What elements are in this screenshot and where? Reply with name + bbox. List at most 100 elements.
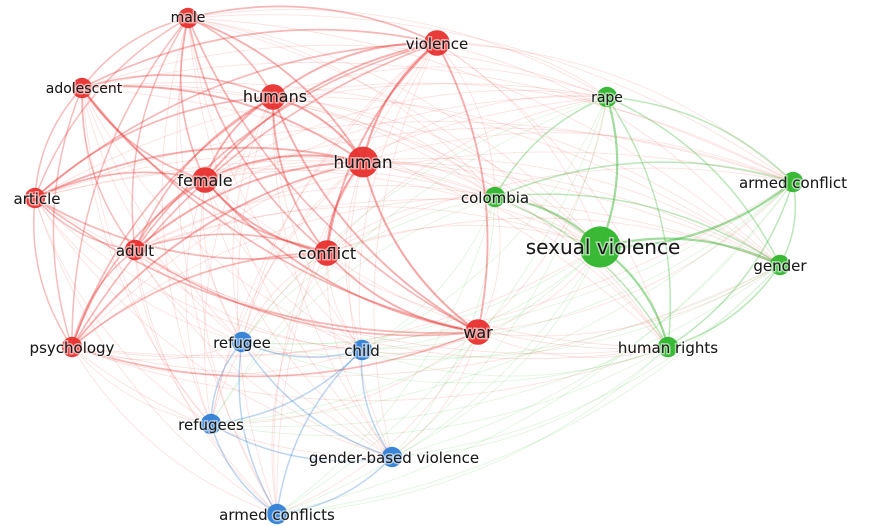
edge-human-rights-refugees <box>210 346 669 437</box>
edge-adult-sexual-violence <box>134 206 601 251</box>
edge-armed-conflict-colombia <box>494 161 794 198</box>
edge-violence-conflict <box>326 42 438 254</box>
edge-female-rape <box>204 90 608 181</box>
edge-male-armed-conflicts <box>176 17 278 515</box>
node-label-halo-armed-conflict: armed conflict <box>739 174 847 192</box>
edge-conflict-refugee <box>241 252 328 343</box>
edge-armed-conflict-sexual-violence <box>599 181 794 249</box>
edge-adolescent-conflict <box>81 87 328 254</box>
edge-female-human-rights <box>204 179 669 348</box>
node-refugees[interactable] <box>200 413 222 435</box>
node-refugee[interactable] <box>231 331 253 353</box>
edge-violence-psychology <box>71 42 438 348</box>
edge-female-conflict <box>204 179 328 254</box>
node-label-human-rights: human rights <box>618 339 718 357</box>
node-adolescent[interactable] <box>71 77 93 99</box>
node-adult[interactable] <box>124 239 146 261</box>
edge-adult-conflict <box>134 233 328 254</box>
node-human-rights[interactable] <box>657 336 679 358</box>
node-male[interactable] <box>177 7 199 29</box>
edge-psychology-child <box>71 346 363 376</box>
edge-refugees-gender-based-violence <box>210 423 393 462</box>
edge-article-war <box>34 197 479 334</box>
node-armed-conflicts[interactable] <box>266 503 288 525</box>
node-label-adult: adult <box>116 242 154 260</box>
node-colombia[interactable] <box>484 186 506 208</box>
edge-violence-adolescent <box>81 28 438 89</box>
edge-adult-refugee <box>134 249 243 343</box>
edge-violence-sexual-violence <box>436 42 601 248</box>
node-gender[interactable] <box>769 254 791 276</box>
node-psychology[interactable] <box>61 336 83 358</box>
node-label-halo-male: male <box>171 10 206 26</box>
edge-adolescent-refugees <box>81 87 212 425</box>
node-child[interactable] <box>351 339 373 361</box>
labels-layer: malemaleviolenceviolenceadolescentadoles… <box>12 9 849 526</box>
edge-humans-adult <box>134 96 274 251</box>
edge-adult-rape <box>134 96 608 251</box>
node-female[interactable] <box>192 167 218 193</box>
node-label-human: human <box>333 153 392 173</box>
node-armed-conflict[interactable] <box>782 171 804 193</box>
node-article[interactable] <box>24 187 46 209</box>
edge-male-conflict <box>187 17 328 254</box>
edge-male-article <box>34 17 189 199</box>
node-war[interactable] <box>465 319 491 345</box>
node-label-halo-child: child <box>344 342 380 360</box>
edge-violence-gender <box>436 42 781 266</box>
edge-colombia-refugees <box>210 196 496 425</box>
node-sexual-violence[interactable] <box>579 226 621 268</box>
node-label-war: war <box>463 323 493 342</box>
edge-adult-psychology <box>71 249 136 348</box>
edge-violence-armed-conflict <box>436 42 794 183</box>
edge-psychology-refugees <box>71 346 212 425</box>
node-conflict[interactable] <box>314 240 340 266</box>
node-label-rape: rape <box>591 90 623 106</box>
edge-adolescent-gender-based-violence <box>81 87 393 458</box>
edge-war-armed-conflict <box>477 181 794 333</box>
edge-male-adolescent <box>81 17 189 89</box>
edge-violence-gender-based-violence <box>373 42 438 458</box>
node-label-female: female <box>177 171 232 190</box>
node-label-halo-gender-based-violence: gender-based violence <box>309 449 479 467</box>
node-rape[interactable] <box>596 86 618 108</box>
edge-violence-rape <box>436 42 608 98</box>
edge-human-colombia <box>362 160 496 198</box>
edge-male-humans <box>187 17 274 98</box>
node-gender-based-violence[interactable] <box>381 446 403 468</box>
edge-human-rights-armed-conflicts <box>276 346 669 515</box>
edge-male-war <box>187 17 479 333</box>
edge-male-refugee <box>179 17 243 343</box>
edge-adolescent-female <box>81 87 206 181</box>
node-label-halo-war: war <box>463 323 493 342</box>
node-label-halo-female: female <box>177 171 232 190</box>
node-human[interactable] <box>347 146 379 178</box>
edge-male-child <box>187 17 363 351</box>
edge-adolescent-adult <box>81 87 136 251</box>
edge-male-refugees <box>161 17 212 425</box>
edge-humans-gender-based-violence <box>272 96 393 458</box>
node-humans[interactable] <box>260 84 286 110</box>
edge-gender-child <box>361 264 781 358</box>
edge-adolescent-armed-conflicts <box>81 87 278 515</box>
edge-human-rape <box>362 95 608 163</box>
edge-female-armed-conflicts <box>199 179 278 515</box>
edge-child-refugees <box>210 349 363 425</box>
edge-human-sexual-violence <box>362 161 601 248</box>
edge-conflict-refugees <box>210 252 328 425</box>
edge-colombia-armed-conflicts <box>276 196 496 515</box>
edge-war-armed-conflicts <box>276 331 479 515</box>
node-violence[interactable] <box>424 30 450 56</box>
edge-male-female <box>179 17 206 181</box>
edge-conflict-rape <box>326 96 608 254</box>
edge-humans-sexual-violence <box>272 96 601 248</box>
edge-psychology-gender <box>71 264 781 377</box>
edge-gender-refugee <box>241 264 781 361</box>
edge-adult-child <box>134 249 363 351</box>
edge-human-article <box>34 146 364 199</box>
edge-article-conflict <box>34 197 328 260</box>
edge-rape-gender-based-violence <box>391 96 608 458</box>
edge-adult-gender <box>134 198 781 266</box>
edge-article-human-rights <box>34 197 669 355</box>
